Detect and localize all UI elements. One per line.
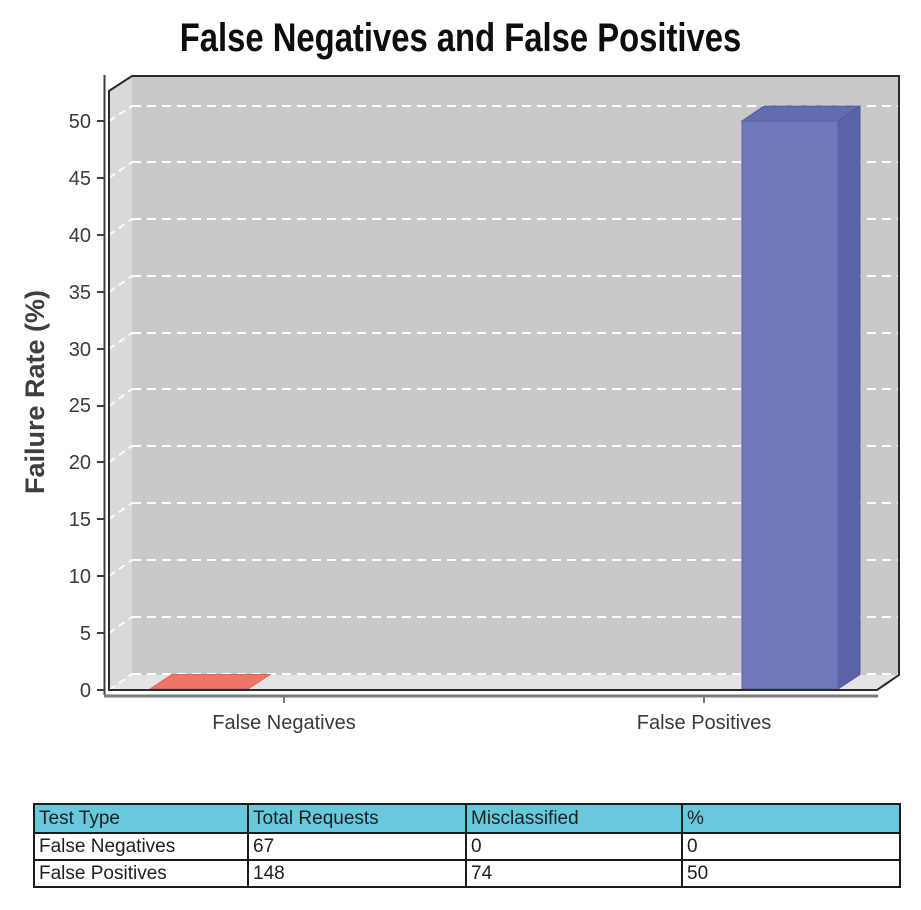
y-tick-label: 50 [69, 111, 91, 133]
cell-misclassified: 0 [465, 832, 683, 861]
y-tick-label: 35 [69, 282, 91, 304]
header-cell-misclassified: Misclassified [465, 803, 683, 834]
x-axis-ticks [283, 697, 705, 703]
category-label-false-negatives: False Negatives [212, 712, 355, 734]
bar-false-negatives [148, 674, 272, 690]
bar-chart: 0 5 10 15 20 25 30 35 40 45 50 Failure R… [20, 75, 900, 734]
bar-front-face [741, 120, 839, 690]
y-tick-label: 25 [69, 395, 91, 417]
gridline-connectors [108, 105, 133, 691]
table-header-row: Test Type Total Requests Misclassified % [33, 803, 901, 834]
y-axis-tick-labels: 0 5 10 15 20 25 30 35 40 45 50 [69, 111, 91, 702]
category-label-false-positives: False Positives [637, 712, 772, 734]
y-tick-label: 45 [69, 168, 91, 190]
plot-left-wall [109, 76, 132, 690]
table-row: False Negatives 67 0 0 [33, 832, 901, 861]
header-cell-percent: % [681, 803, 901, 834]
cell-misclassified: 74 [465, 859, 683, 888]
header-cell-total-requests: Total Requests [247, 803, 467, 834]
y-tick-label: 40 [69, 225, 91, 247]
bar-side-face [837, 105, 861, 690]
y-tick-label: 30 [69, 339, 91, 361]
cell-percent: 50 [681, 859, 901, 888]
y-axis-title: Failure Rate (%) [20, 290, 50, 494]
gridlines [132, 105, 899, 675]
table-row: False Positives 148 74 50 [33, 859, 901, 888]
bar-false-positives [740, 105, 862, 690]
cell-total-requests: 67 [247, 832, 467, 861]
y-tick-label: 20 [69, 452, 91, 474]
chart-title: False Negatives and False Positives [179, 16, 742, 60]
results-table: Test Type Total Requests Misclassified %… [33, 803, 901, 888]
plot-floor [109, 675, 899, 690]
y-axis-ticks [97, 120, 104, 691]
y-tick-label: 5 [80, 623, 91, 645]
plot-outline [108, 75, 900, 691]
header-cell-test-type: Test Type [33, 803, 249, 834]
y-tick-label: 15 [69, 509, 91, 531]
cell-test-type: False Positives [33, 859, 249, 888]
cell-test-type: False Negatives [33, 832, 249, 861]
y-tick-label: 0 [80, 680, 91, 702]
cell-percent: 0 [681, 832, 901, 861]
cell-total-requests: 148 [247, 859, 467, 888]
y-tick-label: 10 [69, 566, 91, 588]
